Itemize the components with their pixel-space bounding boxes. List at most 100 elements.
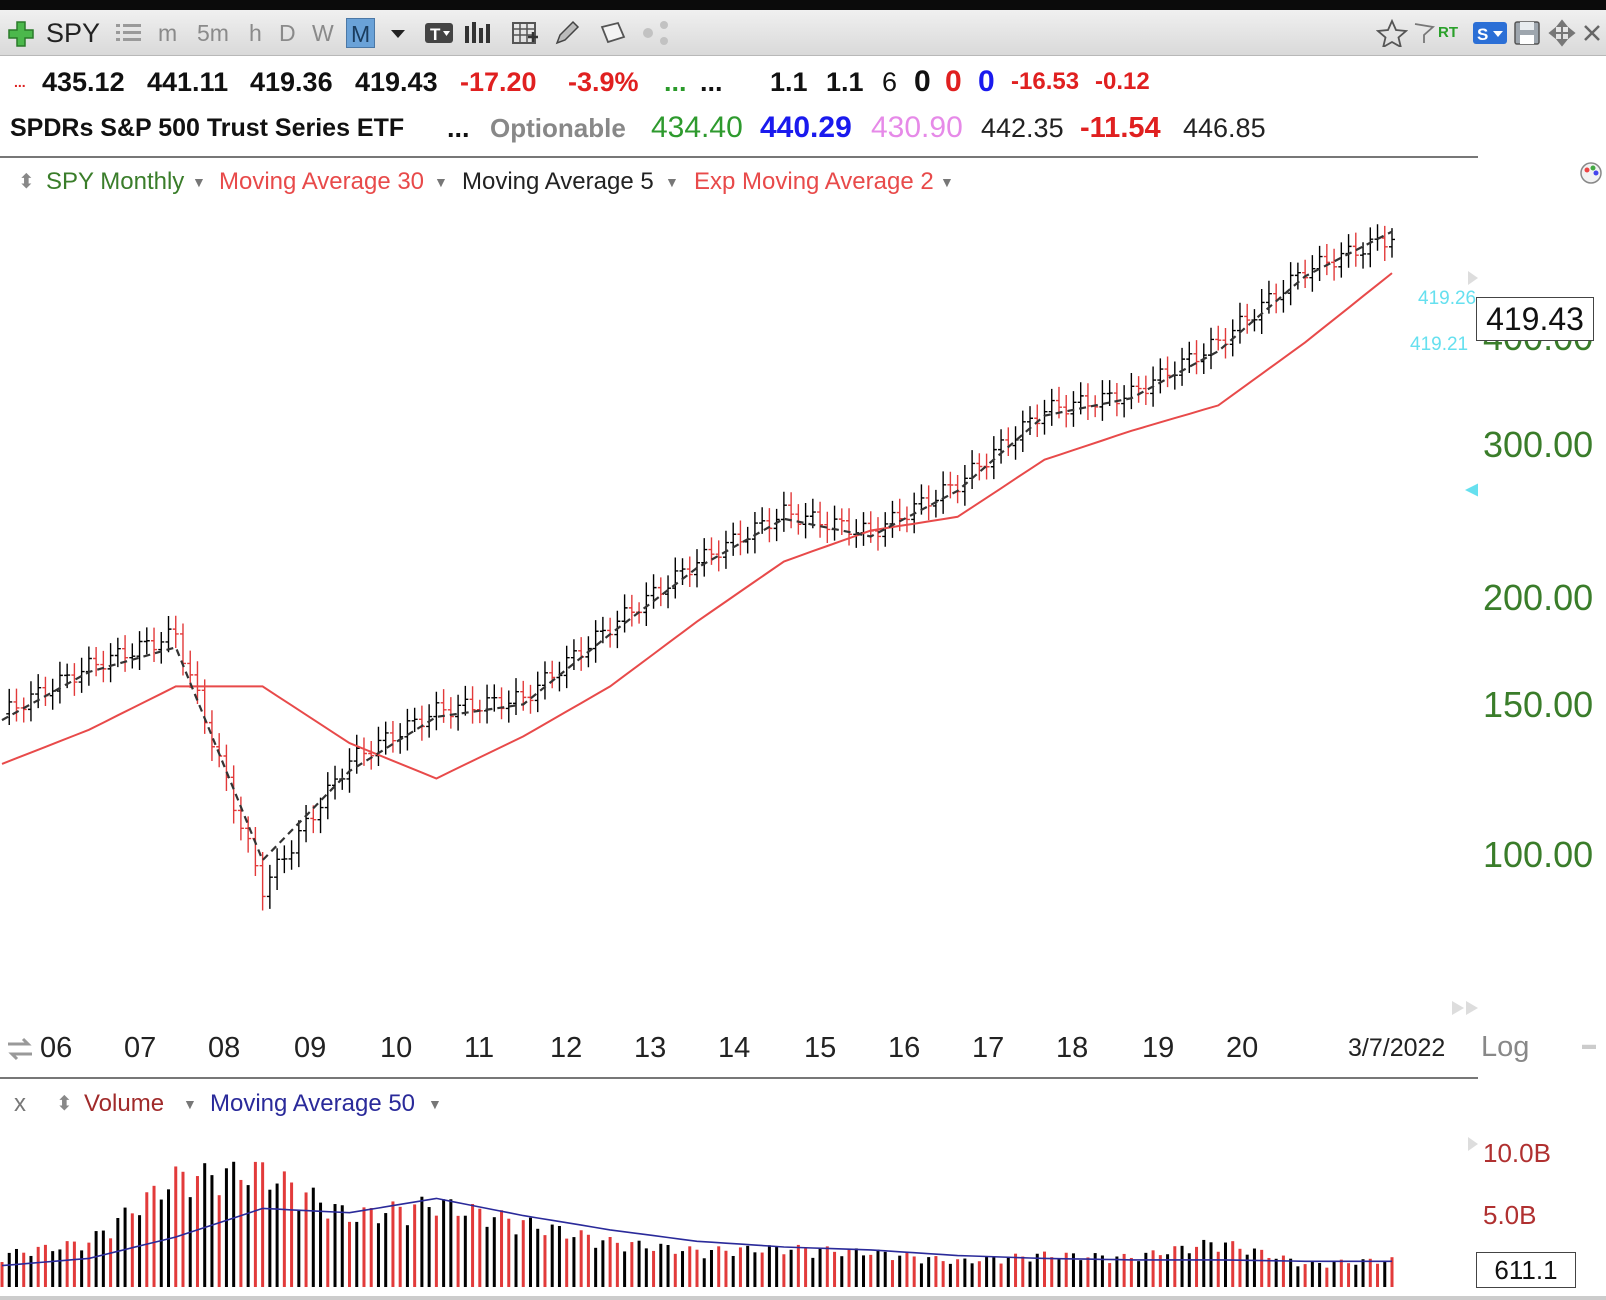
s-menu-button[interactable]: S [1472,19,1508,47]
ohlc-bar [650,574,657,609]
ohlc-bar-stroke [520,680,527,711]
bar-chart-icon[interactable] [462,19,492,47]
legend-series[interactable]: SPY Monthly [46,168,185,195]
name-ellipsis: ... [447,113,470,143]
scroll-up-icon[interactable] [1468,271,1478,285]
note-icon[interactable] [598,19,628,47]
list-icon[interactable] [114,19,144,47]
ma30-dropdown-icon[interactable]: ▼ [434,174,448,190]
add-symbol-icon[interactable] [6,19,36,47]
period-dropdown-icon[interactable] [388,19,408,47]
volume-bar [1180,1245,1184,1287]
volume-bar [1137,1261,1141,1287]
close-volume-panel-button[interactable]: x [14,1090,26,1117]
ohlc-bar [223,744,230,791]
draw-pencil-icon[interactable] [552,19,582,47]
axis-options-icon[interactable]: ▬ [1582,1036,1596,1052]
volume-bar [1303,1264,1307,1287]
ohlc-bar [780,491,787,532]
filter-flag-icon[interactable] [1412,19,1436,47]
ohlc-bar-stroke [201,679,208,734]
ohlc-bar [187,650,194,688]
ohlc-bar [1244,303,1251,334]
legend-ma30[interactable]: Moving Average 30 [219,168,425,195]
legend-volume-ma50[interactable]: Moving Average 50 [210,1090,416,1117]
period-5min[interactable]: 5m [197,20,229,46]
volume-bar [869,1254,873,1287]
volume-bar [362,1207,366,1287]
ema2-dropdown-icon[interactable]: ▼ [940,174,954,190]
ohlc-bar [1012,426,1019,460]
legend-volume[interactable]: Volume [84,1090,165,1117]
volume-bar [825,1246,829,1287]
ohlc-bar-stroke [6,688,13,725]
ohlc-bar-stroke [998,429,1005,464]
save-disk-icon[interactable] [1512,19,1542,47]
ma5-dropdown-icon[interactable]: ▼ [665,174,679,190]
ohlc-bar [860,512,867,546]
ohlc-bar [1142,375,1149,405]
ohlc-bar-stroke [49,678,56,710]
share-icon[interactable] [640,19,674,47]
period-monthly[interactable]: M [346,18,376,48]
period-weekly[interactable]: W [312,20,334,46]
ohlc-bar [788,492,795,529]
year-tick-07: 07 [124,1032,157,1064]
volume-scroll-up-icon[interactable] [1468,1137,1478,1151]
move-arrows-icon[interactable] [1548,19,1576,47]
legend-ma5[interactable]: Moving Average 5 [462,168,654,195]
volume-bar [391,1201,395,1287]
volume-bar [43,1244,47,1287]
price-chart-area[interactable] [0,200,1478,1020]
close-x-icon[interactable] [1580,19,1604,47]
volume-bar [138,1215,142,1287]
ohlc-bar [556,661,563,692]
ma30-line [1,272,1393,780]
ohlc-bar [541,661,548,700]
ohlc-bar [245,816,252,853]
volume-bar [1347,1263,1351,1287]
series-dropdown-icon[interactable]: ▼ [192,174,206,190]
quote2-price-2: 440.29 [760,111,852,144]
ohlc-bar [433,691,440,731]
scroll-left-icon[interactable] [1452,1001,1478,1015]
ohlc-bar-stroke [35,674,42,709]
volume-bar [760,1252,764,1287]
ohlc-bar [389,720,396,753]
volume-bar [543,1235,547,1287]
realtime-label[interactable]: RT [1438,24,1458,41]
ohlc-bar-stroke [281,845,288,874]
swap-arrows-icon[interactable] [4,1036,36,1062]
period-1min[interactable]: m [158,20,178,46]
ohlc-bar [628,594,635,627]
table-icon[interactable] [510,19,540,47]
period-hourly[interactable]: h [249,20,262,46]
volume-drag-handle-icon[interactable]: ⬍ [56,1093,73,1115]
ohlc-bar [462,685,469,716]
volume-dropdown-icon[interactable]: ▼ [183,1096,197,1112]
volume-bar [1216,1251,1220,1287]
legend-ema2[interactable]: Exp Moving Average 2 [694,168,934,195]
text-tool-icon[interactable]: T [424,19,454,47]
ohlc-bar-stroke [722,530,729,569]
ohlc-bar [751,511,758,554]
ohlc-bar [1019,410,1026,452]
palette-icon[interactable] [1578,160,1604,186]
ohlc-bar [172,615,179,649]
symbol-input[interactable]: SPY [46,18,101,48]
favorite-star-icon[interactable] [1375,18,1409,49]
cyan-price-label-1: 419.26 [1418,288,1477,309]
volume-bar [232,1161,236,1287]
drag-handle-icon[interactable]: ⬍ [18,171,35,193]
ohlc-bar-stroke [628,594,635,627]
log-scale-toggle[interactable]: Log [1481,1031,1530,1063]
ohlc-bar-stroke [13,688,20,722]
volume-bar [340,1205,344,1287]
ohlc-bar-stroke [1294,262,1301,290]
volume-ma50-dropdown-icon[interactable]: ▼ [428,1096,442,1112]
period-daily[interactable]: D [279,20,296,46]
year-tick-16: 16 [888,1032,921,1064]
ohlc-bar-stroke [788,492,795,529]
volume-chart-area[interactable] [0,1127,1478,1295]
volume-bar [608,1237,612,1287]
